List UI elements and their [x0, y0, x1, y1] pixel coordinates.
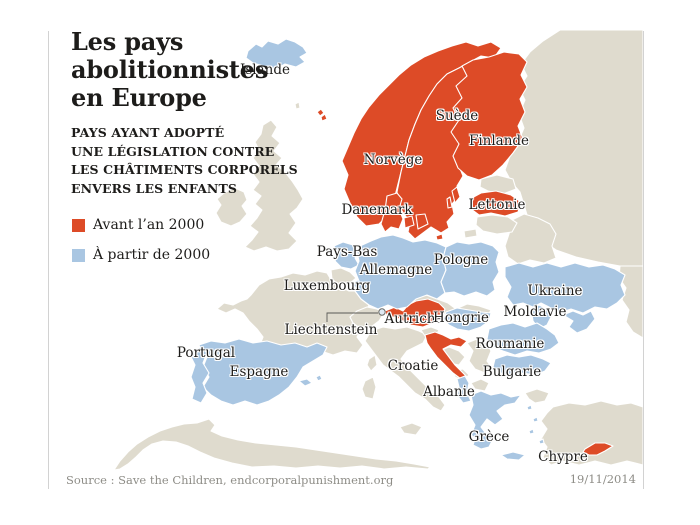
country-kaliningrad-shape: [463, 228, 478, 239]
source-text: Source : Save the Children, endcorporalp…: [66, 473, 394, 487]
shetland-islands-shape: [294, 101, 301, 110]
liechtenstein-marker-dot: [378, 308, 386, 316]
country-belgium-shape: [330, 267, 357, 286]
country-hungary-shape: [442, 307, 492, 332]
right-border-line: [643, 31, 644, 489]
north-africa-shape: [113, 418, 431, 471]
country-macedonia-shape: [470, 378, 490, 392]
legend-item-after-2000: À partir de 2000: [72, 244, 210, 266]
title-line-1: Les pays: [71, 27, 184, 56]
gotland-shape: [451, 186, 461, 204]
country-denmark-shape: [380, 192, 404, 233]
liechtenstein-callout-line: [326, 312, 378, 322]
denmark-funen-shape: [403, 215, 415, 229]
page-subtitle: PAYS AYANT ADOPTÉ UNE LÉGISLATION CONTRE…: [71, 124, 298, 198]
oland-shape: [446, 196, 453, 209]
country-france-shape: [216, 270, 370, 360]
crete-shape: [500, 451, 526, 461]
country-germany-shape: [354, 234, 447, 310]
subtitle-line-3: LES CHÂTIMENTS CORPORELS: [71, 162, 298, 177]
legend-swatch-after-2000: [72, 248, 85, 262]
title-line-2: abolitionnistes: [71, 55, 269, 84]
crimea-shape: [562, 310, 596, 334]
country-netherlands-shape: [333, 241, 360, 270]
title-line-3: en Europe: [71, 83, 207, 112]
neutral-land-group: [113, 29, 644, 471]
country-belarus-shape: [504, 213, 557, 265]
country-bulgaria-shape: [492, 354, 552, 378]
country-switzerland-shape: [349, 306, 385, 330]
legend-label-after-2000: À partir de 2000: [93, 247, 211, 263]
after-2000-group: [190, 38, 626, 461]
subtitle-line-2: UNE LÉGISLATION CONTRE: [71, 143, 275, 159]
country-romania-shape: [486, 322, 560, 356]
legend-swatch-before-2000: [72, 218, 85, 232]
sardinia-shape: [361, 376, 377, 400]
country-iceland-shape: [245, 38, 308, 70]
before-2000-group: [316, 41, 614, 456]
country-austria-shape: [384, 298, 446, 328]
country-estonia-shape: [479, 174, 517, 195]
legend: Avant l’an 2000 À partir de 2000: [72, 214, 210, 274]
bornholm-shape: [435, 233, 444, 241]
country-ireland-shape: [215, 187, 248, 227]
country-portugal-shape: [190, 346, 210, 404]
legend-label-before-2000: Avant l’an 2000: [93, 217, 205, 233]
subtitle-line-1: PAYS AYANT ADOPTÉ: [71, 125, 225, 140]
country-albania-shape: [456, 375, 472, 404]
sicily-shape: [399, 422, 423, 436]
aegean-islands-shape: [526, 404, 545, 445]
country-croatia-shape: [424, 331, 468, 380]
legend-item-before-2000: Avant l’an 2000: [72, 214, 210, 236]
country-poland-shape: [440, 241, 500, 297]
faroe-islands-shape: [316, 108, 328, 122]
country-latvia-shape: [469, 190, 522, 217]
header: Les pays abolitionnistes en Europe PAYS …: [71, 28, 298, 198]
subtitle-line-4: ENVERS LES ENFANTS: [71, 180, 237, 196]
page-title: Les pays abolitionnistes en Europe: [71, 28, 298, 112]
peloponnese-shape: [472, 434, 494, 450]
left-border-line: [48, 31, 49, 489]
country-cyprus-shape: [582, 442, 614, 456]
country-finland-shape: [450, 51, 528, 181]
corsica-shape: [366, 354, 378, 372]
country-uk-shape: [244, 119, 304, 252]
denmark-zealand-shape: [415, 213, 429, 230]
country-serbia-shape: [466, 338, 494, 374]
country-lithuania-shape: [475, 214, 518, 235]
country-turkey-shape: [540, 400, 644, 466]
country-spain-shape: [198, 338, 328, 406]
country-ukraine-shape: [504, 262, 626, 314]
turkey-thrace-shape: [524, 388, 550, 404]
date-text: 19/11/2014: [569, 472, 636, 486]
liechtenstein-callout: [326, 308, 386, 322]
balearic-islands-shape: [298, 374, 323, 387]
country-greece-shape: [468, 390, 522, 442]
